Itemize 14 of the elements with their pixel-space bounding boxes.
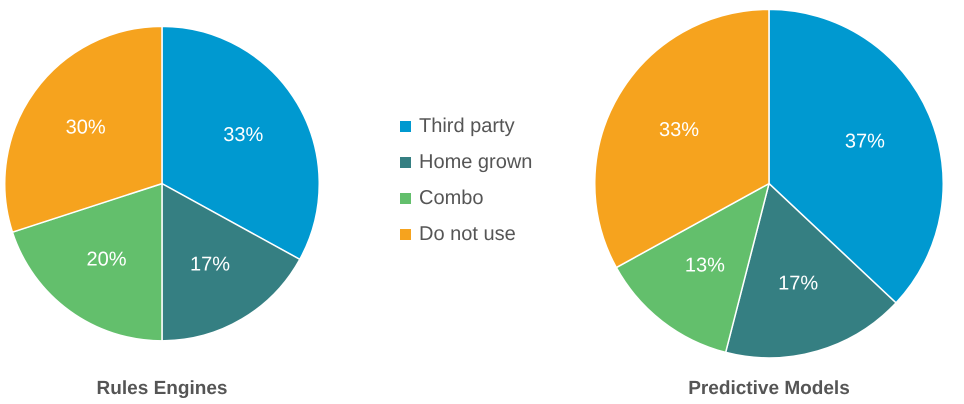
legend-label: Third party bbox=[419, 114, 515, 138]
data-label: 33% bbox=[658, 118, 700, 141]
legend-label: Do not use bbox=[419, 222, 516, 246]
data-label: 17% bbox=[190, 253, 230, 276]
data-label: 17% bbox=[778, 272, 818, 295]
data-label: 30% bbox=[66, 116, 106, 139]
legend-label: Combo bbox=[419, 186, 484, 210]
data-label: 37% bbox=[844, 130, 886, 153]
data-label: 13% bbox=[684, 254, 726, 277]
text: Rules Engines bbox=[96, 378, 228, 399]
legend-label: Home grown bbox=[419, 150, 532, 174]
text: Predictive Models bbox=[688, 378, 850, 399]
data-label: 20% bbox=[86, 248, 127, 270]
data-label: 33% bbox=[223, 124, 264, 146]
